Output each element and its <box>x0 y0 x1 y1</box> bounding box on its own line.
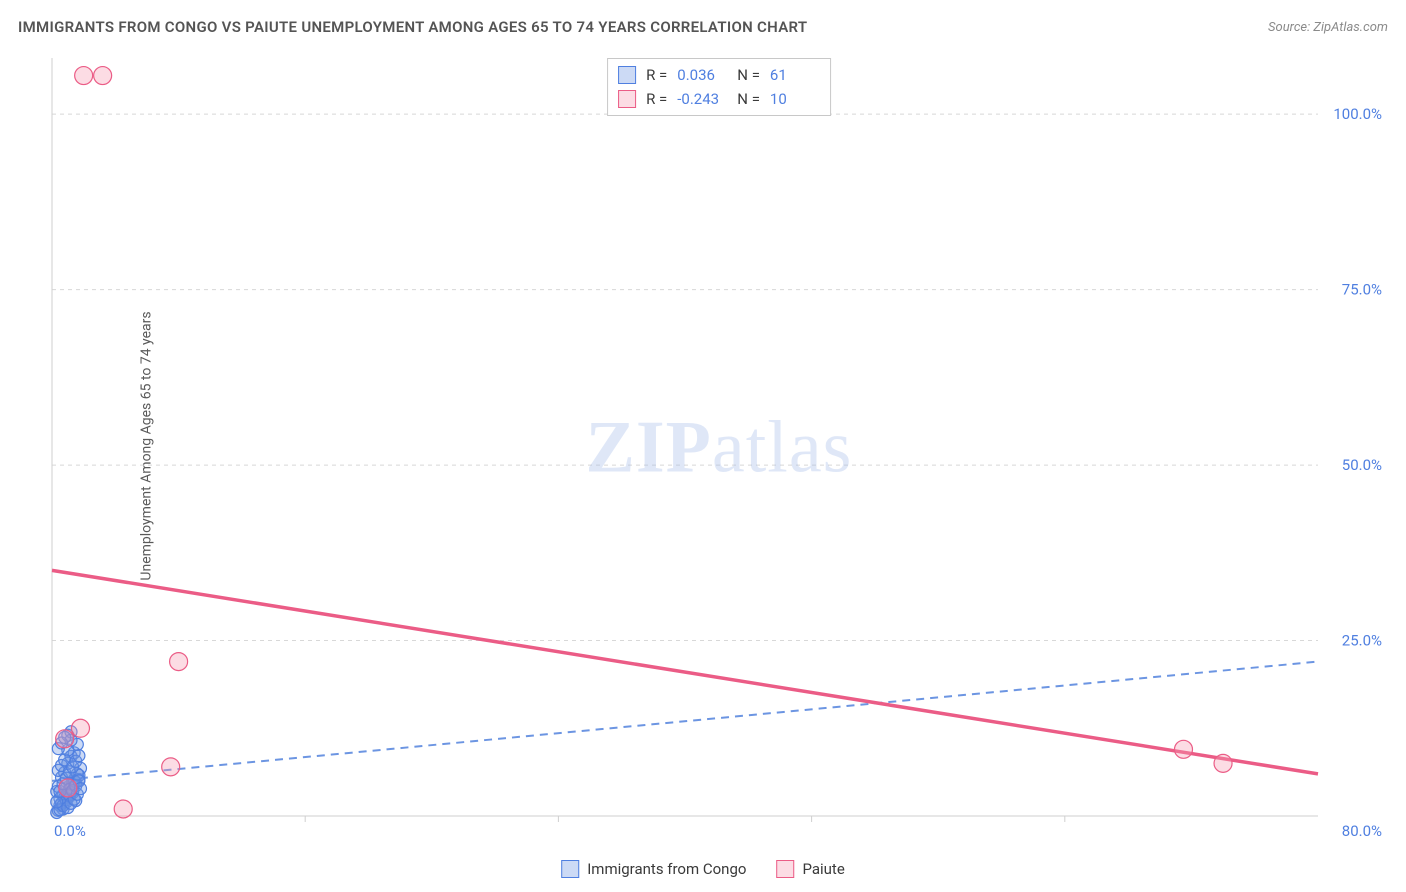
swatch-pink-icon <box>618 90 636 108</box>
svg-text:80.0%: 80.0% <box>1342 822 1382 840</box>
svg-text:50.0%: 50.0% <box>1342 456 1382 474</box>
legend-item-blue: Immigrants from Congo <box>561 860 746 878</box>
correlation-legend: R = 0.036 N = 61 R = -0.243 N = 10 <box>607 58 831 116</box>
scatter-chart: 25.0% 50.0% 75.0% 100.0% 0.0% 80.0% <box>50 56 1388 840</box>
r-value-blue: 0.036 <box>677 63 727 87</box>
legend-row-pink: R = -0.243 N = 10 <box>618 87 820 111</box>
svg-text:100.0%: 100.0% <box>1333 105 1382 123</box>
svg-text:25.0%: 25.0% <box>1342 632 1382 650</box>
n-label: N = <box>737 63 760 87</box>
swatch-blue-icon <box>618 66 636 84</box>
plot-area: ZIPatlas 25.0%50.0%75.0%100.0%0.0%80.0% … <box>50 56 1388 840</box>
svg-text:0.0%: 0.0% <box>54 822 86 840</box>
r-label: R = <box>646 63 667 87</box>
legend-item-pink: Paiute <box>776 860 844 878</box>
swatch-blue-icon <box>561 860 579 878</box>
n-label: N = <box>737 87 760 111</box>
n-value-pink: 10 <box>770 87 820 111</box>
legend-row-blue: R = 0.036 N = 61 <box>618 63 820 87</box>
series-legend: Immigrants from Congo Paiute <box>561 860 845 878</box>
n-value-blue: 61 <box>770 63 820 87</box>
svg-text:75.0%: 75.0% <box>1342 281 1382 299</box>
chart-title: IMMIGRANTS FROM CONGO VS PAIUTE UNEMPLOY… <box>18 18 807 36</box>
legend-label-blue: Immigrants from Congo <box>587 860 746 878</box>
legend-label-pink: Paiute <box>802 860 844 878</box>
swatch-pink-icon <box>776 860 794 878</box>
r-value-pink: -0.243 <box>677 87 727 111</box>
source-label: Source: ZipAtlas.com <box>1268 20 1388 35</box>
r-label: R = <box>646 87 667 111</box>
